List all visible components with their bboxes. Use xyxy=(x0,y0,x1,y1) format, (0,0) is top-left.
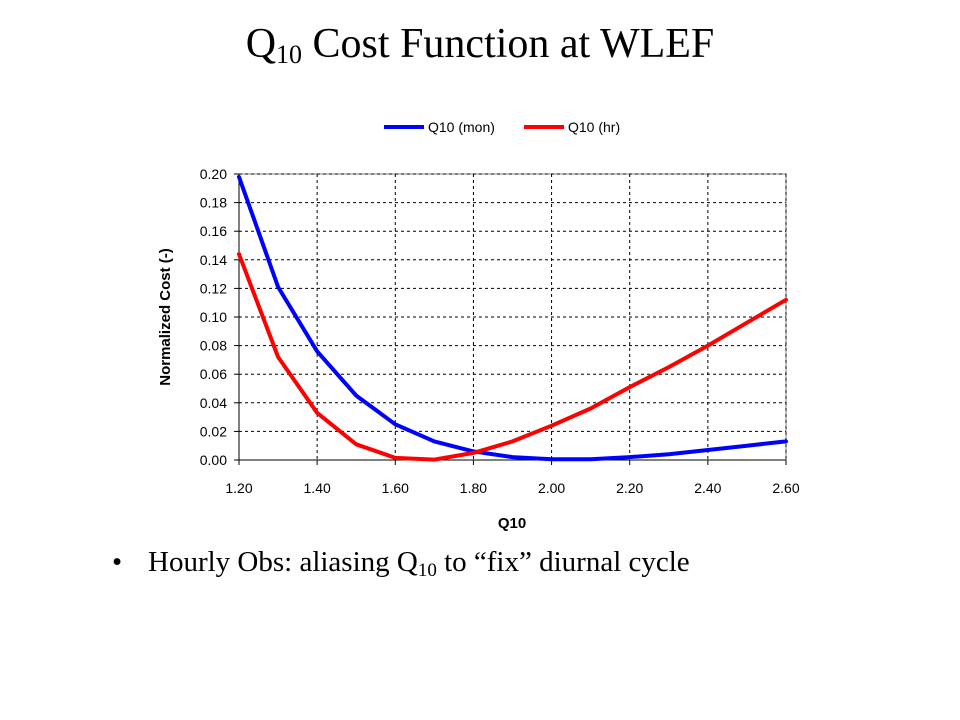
grid-layer xyxy=(238,173,787,461)
y-tick-label: 0.02 xyxy=(200,423,227,439)
x-tick-label: 2.00 xyxy=(538,480,565,496)
y-tick-label: 0.18 xyxy=(200,195,227,211)
series-line-hr xyxy=(237,252,788,462)
x-tick-label: 2.60 xyxy=(772,480,799,496)
legend-label: Q10 (hr) xyxy=(568,119,620,135)
x-tick-label: 2.20 xyxy=(616,480,643,496)
y-tick-label: 0.20 xyxy=(200,166,227,182)
series-line-mon xyxy=(237,174,788,462)
x-tick-label: 1.60 xyxy=(382,480,409,496)
x-tick-label: 1.20 xyxy=(225,480,252,496)
legend: Q10 (mon) Q10 (hr) xyxy=(384,119,620,135)
y-tick-label: 0.16 xyxy=(200,223,227,239)
slide-title: Q10 Cost Function at WLEF xyxy=(0,20,960,68)
bullet-item: • Hourly Obs: aliasing Q10 to “fix” diurn… xyxy=(112,546,690,581)
y-tick-label: 0.06 xyxy=(200,366,227,382)
x-axis-title: Q10 xyxy=(498,515,526,532)
axis-layer: 0.00 0.02 0.04 0.06 0.08 0.10 0.12 0.14 0.16 0.18… xyxy=(200,166,800,496)
y-axis-title: Normalized Cost (-) xyxy=(157,248,174,386)
y-tick-label: 0.10 xyxy=(200,309,227,325)
y-tick-label: 0.14 xyxy=(200,252,227,268)
x-tick-label: 2.40 xyxy=(694,480,721,496)
x-tick-label: 1.80 xyxy=(460,480,487,496)
y-tick-label: 0.12 xyxy=(200,280,227,296)
y-tick-label: 0.08 xyxy=(200,338,227,354)
title-subscript: 10 xyxy=(276,40,303,69)
legend-label: Q10 (mon) xyxy=(428,119,495,135)
y-tick-label: 0.00 xyxy=(200,452,227,468)
bullet-text-post: to “fix” diurnal cycle xyxy=(436,546,690,578)
title-main: Q xyxy=(245,21,277,67)
x-tick-label: 1.40 xyxy=(304,480,331,496)
series-layer xyxy=(237,174,788,462)
y-tick-label: 0.04 xyxy=(200,395,227,411)
bullet-symbol: • xyxy=(112,546,123,578)
bullet-text-pre: Hourly Obs: aliasing Q xyxy=(148,546,418,578)
title-rest: Cost Function at WLEF xyxy=(302,21,715,67)
bullet-subscript: 10 xyxy=(417,560,437,581)
